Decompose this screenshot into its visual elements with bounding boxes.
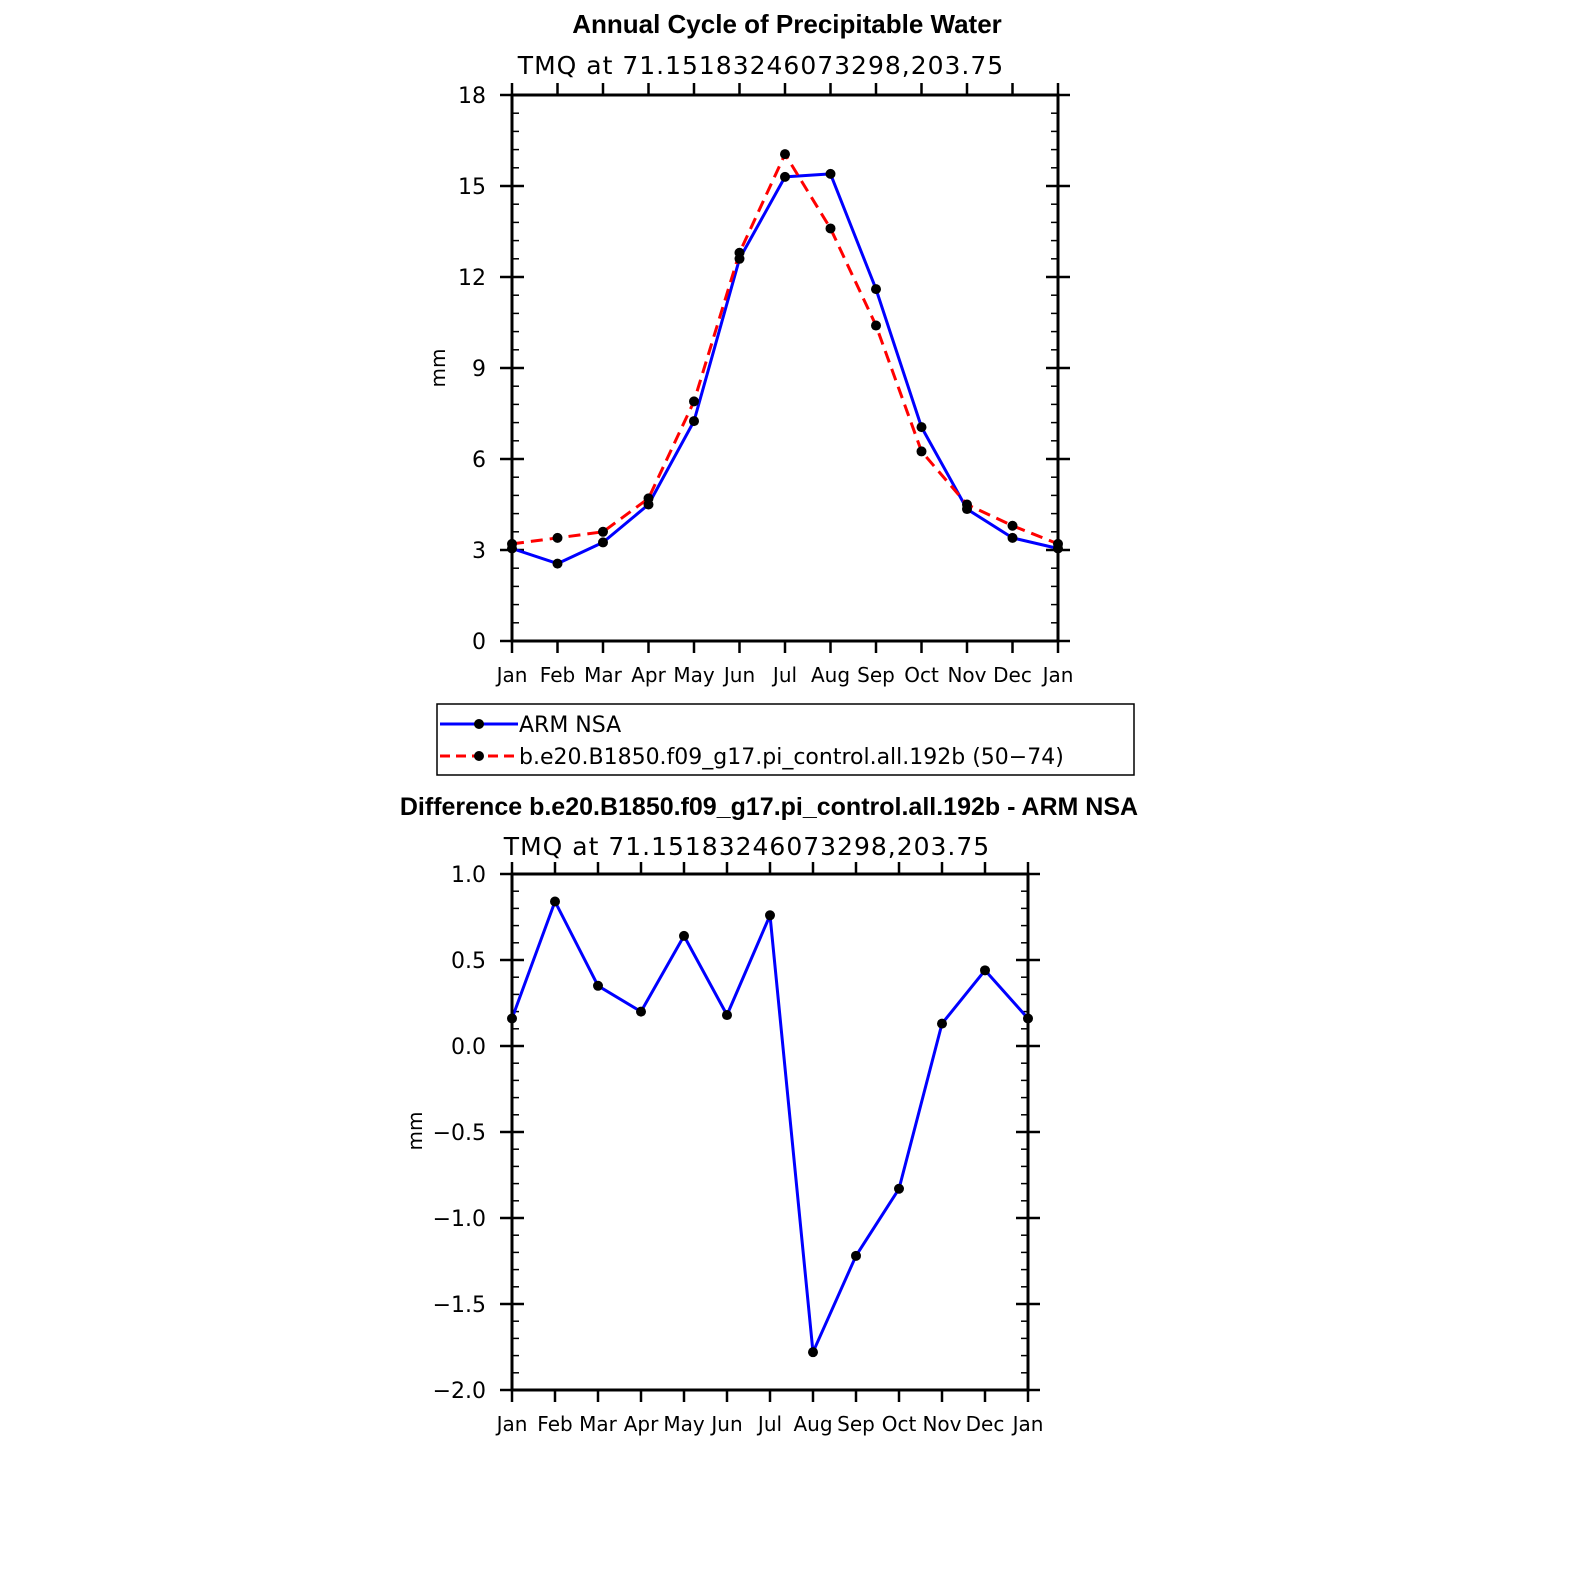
data-point bbox=[894, 1183, 904, 1194]
difference-marks: Jan Feb Mar Apr May Jun Jul Aug Sep Oct Nov Dec Jan−… bbox=[433, 862, 1044, 1436]
x-tick-label: Jul bbox=[756, 1412, 782, 1436]
data-point bbox=[643, 493, 654, 504]
y-tick-label: 3 bbox=[472, 539, 486, 564]
data-point bbox=[552, 558, 563, 569]
x-tick-label: Nov bbox=[947, 663, 986, 687]
x-tick-label: Sep bbox=[837, 1412, 875, 1436]
legend-label-arm-nsa: ARM NSA bbox=[519, 713, 621, 738]
x-tick-label: Jun bbox=[709, 1412, 742, 1436]
data-point bbox=[598, 526, 608, 537]
data-point bbox=[765, 910, 775, 921]
plot-frame bbox=[510, 872, 1030, 1392]
data-point bbox=[734, 247, 745, 258]
x-tick-label: Jun bbox=[722, 663, 755, 687]
legend-entry-arm-nsa: ARM NSA bbox=[440, 713, 621, 738]
x-tick-label: Apr bbox=[624, 1412, 659, 1436]
y-tick-label: −0.5 bbox=[433, 1121, 486, 1146]
legend-entry-model: b.e20.B1850.f09_g17.pi_control.all.192b … bbox=[440, 745, 1064, 770]
data-point bbox=[851, 1250, 861, 1261]
data-point bbox=[552, 532, 563, 543]
y-tick-label: 12 bbox=[458, 266, 486, 291]
y-tick-label: −1.0 bbox=[433, 1207, 486, 1232]
data-point bbox=[780, 149, 790, 160]
chart-subtitle: TMQ at 71.15183246073298,203.75 bbox=[517, 51, 1004, 80]
y-tick-label: −2.0 bbox=[433, 1379, 486, 1404]
y-tick-label: 0.5 bbox=[451, 949, 486, 974]
x-tick-label: Jan bbox=[1041, 663, 1074, 687]
x-tick-label: Mar bbox=[579, 1412, 618, 1436]
annual-cycle-chart: Annual Cycle of Precipitable Water TMQ a… bbox=[426, 9, 1073, 687]
data-point bbox=[689, 416, 699, 427]
data-point bbox=[825, 223, 836, 234]
data-point bbox=[962, 499, 972, 510]
y-tick-label: 15 bbox=[458, 175, 486, 200]
chart-subtitle: TMQ at 71.15183246073298,203.75 bbox=[503, 832, 990, 861]
x-tick-label: Oct bbox=[882, 1412, 917, 1436]
x-tick-label: Apr bbox=[631, 663, 666, 687]
data-point bbox=[871, 320, 881, 331]
chart-title: Annual Cycle of Precipitable Water bbox=[572, 9, 1002, 39]
data-point bbox=[780, 171, 790, 182]
x-tick-label: Mar bbox=[584, 663, 623, 687]
legend: ARM NSA b.e20.B1850.f09_g17.pi_control.a… bbox=[436, 703, 1135, 776]
y-tick-label: 6 bbox=[472, 448, 486, 473]
y-tick-label: 18 bbox=[458, 84, 486, 109]
chart-title: Difference b.e20.B1850.f09_g17.pi_contro… bbox=[400, 793, 1138, 821]
y-axis-label: mm bbox=[426, 349, 450, 388]
series-line-0 bbox=[511, 172, 1059, 566]
data-point bbox=[980, 965, 990, 976]
data-point bbox=[598, 537, 608, 548]
x-tick-label: Jul bbox=[771, 663, 797, 687]
annual-cycle-marks: Jan Feb Mar Apr May Jun Jul Aug Sep Oct Nov Dec Jan 0… bbox=[458, 83, 1073, 687]
data-point bbox=[937, 1018, 947, 1029]
x-tick-label: Oct bbox=[904, 663, 939, 687]
data-point bbox=[808, 1347, 818, 1358]
data-point bbox=[916, 422, 927, 433]
data-point bbox=[636, 1006, 646, 1017]
x-tick-label: Jan bbox=[495, 1412, 528, 1436]
legend-marker-model bbox=[474, 751, 484, 761]
x-tick-label: Feb bbox=[540, 663, 575, 687]
x-tick-label: Jan bbox=[495, 663, 528, 687]
y-tick-label: −1.5 bbox=[433, 1293, 486, 1318]
y-tick-label: 9 bbox=[472, 357, 486, 382]
data-point bbox=[1007, 532, 1018, 543]
plot-frame bbox=[510, 93, 1060, 643]
data-point bbox=[679, 930, 689, 941]
y-tick-label: 1.0 bbox=[451, 863, 486, 888]
legend-box bbox=[436, 703, 1135, 776]
data-point bbox=[1007, 520, 1018, 531]
data-point bbox=[689, 396, 699, 407]
series-line-1 bbox=[511, 152, 1059, 546]
x-tick-label: Nov bbox=[922, 1412, 961, 1436]
data-point bbox=[550, 896, 560, 907]
legend-marker-arm-nsa bbox=[474, 719, 484, 729]
x-tick-label: Aug bbox=[811, 663, 850, 687]
y-tick-label: 0.0 bbox=[451, 1035, 486, 1060]
legend-label-model: b.e20.B1850.f09_g17.pi_control.all.192b … bbox=[519, 745, 1064, 770]
data-point bbox=[916, 446, 927, 457]
data-point bbox=[593, 980, 603, 991]
x-tick-label: Dec bbox=[966, 1412, 1005, 1436]
series-line-0 bbox=[510, 900, 1030, 1354]
data-point bbox=[825, 168, 836, 179]
y-axis-label: mm bbox=[403, 1112, 427, 1151]
x-tick-label: Jan bbox=[1011, 1412, 1044, 1436]
difference-chart: Difference b.e20.B1850.f09_g17.pi_contro… bbox=[400, 793, 1138, 1436]
data-point bbox=[722, 1010, 732, 1021]
data-point bbox=[871, 284, 881, 295]
x-tick-label: Feb bbox=[537, 1412, 572, 1436]
y-tick-label: 0 bbox=[472, 630, 486, 655]
x-tick-label: May bbox=[673, 663, 715, 687]
x-tick-label: Sep bbox=[857, 663, 895, 687]
x-tick-label: Aug bbox=[793, 1412, 832, 1436]
x-tick-label: May bbox=[663, 1412, 705, 1436]
x-tick-label: Dec bbox=[993, 663, 1032, 687]
